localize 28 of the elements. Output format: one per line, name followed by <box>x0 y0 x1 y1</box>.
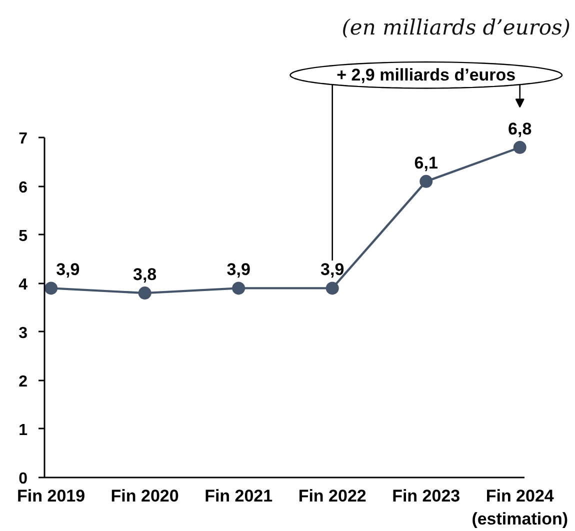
y-tick-label: 0 <box>18 470 28 488</box>
point <box>420 174 433 188</box>
point <box>138 286 152 300</box>
x-tick-label: Fin 2023 <box>392 486 460 506</box>
point <box>232 282 246 295</box>
data-label: 3,8 <box>133 265 157 284</box>
x-tick-label: Fin 2021 <box>204 486 273 506</box>
y-tick-label: 7 <box>18 130 28 148</box>
y-tick-label: 6 <box>18 179 28 196</box>
x-tick-label: Fin 2022 <box>298 486 366 506</box>
x-tick-label: Fin 2020 <box>110 486 179 506</box>
text: + 2,9 milliards d’euros <box>336 66 516 85</box>
x-tick-label: Fin 2019 <box>17 486 86 506</box>
x-tick-label: Fin 2024 (estimation) <box>472 486 568 528</box>
y-tick-label: 1 <box>18 422 28 439</box>
point <box>44 282 58 295</box>
data-label: 3,9 <box>56 260 80 280</box>
point <box>513 140 526 154</box>
data-label: 3,9 <box>320 260 344 280</box>
point <box>326 282 339 295</box>
y-tick-label: 2 <box>18 373 28 390</box>
y-tick-label: 3 <box>18 324 28 342</box>
data-label: 3,9 <box>226 260 250 280</box>
data-label: 6,8 <box>508 119 532 138</box>
y-tick-label: 4 <box>18 276 28 294</box>
y-tick-label: 5 <box>18 228 28 245</box>
chart-title: (en milliards d’euros) <box>342 16 571 40</box>
data-label: 6,1 <box>414 153 438 172</box>
